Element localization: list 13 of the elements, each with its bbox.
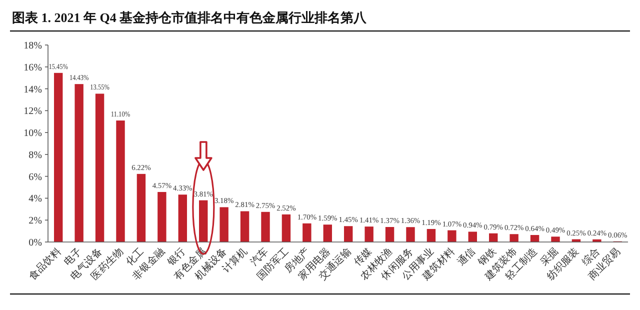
y-tick-label: 16% xyxy=(24,62,42,74)
y-tick-label: 14% xyxy=(24,84,42,96)
y-tick-label: 12% xyxy=(24,106,42,118)
title: 图表 1. 2021 年 Q4 基金持仓市值排名中有色金属行业排名第八 xyxy=(12,10,367,25)
y-tick-label: 2% xyxy=(28,216,42,227)
y-tick-label: 6% xyxy=(28,172,42,183)
y-tick-label: 10% xyxy=(24,128,42,140)
x-tick-label: 食品饮料 xyxy=(26,246,64,282)
y-tick-label: 8% xyxy=(28,150,42,161)
x-tick-label: 通信 xyxy=(455,246,478,268)
y-tick-label: 18% xyxy=(24,40,42,52)
y-tick-label: 0% xyxy=(28,238,42,248)
y-tick-label: 4% xyxy=(28,194,42,205)
